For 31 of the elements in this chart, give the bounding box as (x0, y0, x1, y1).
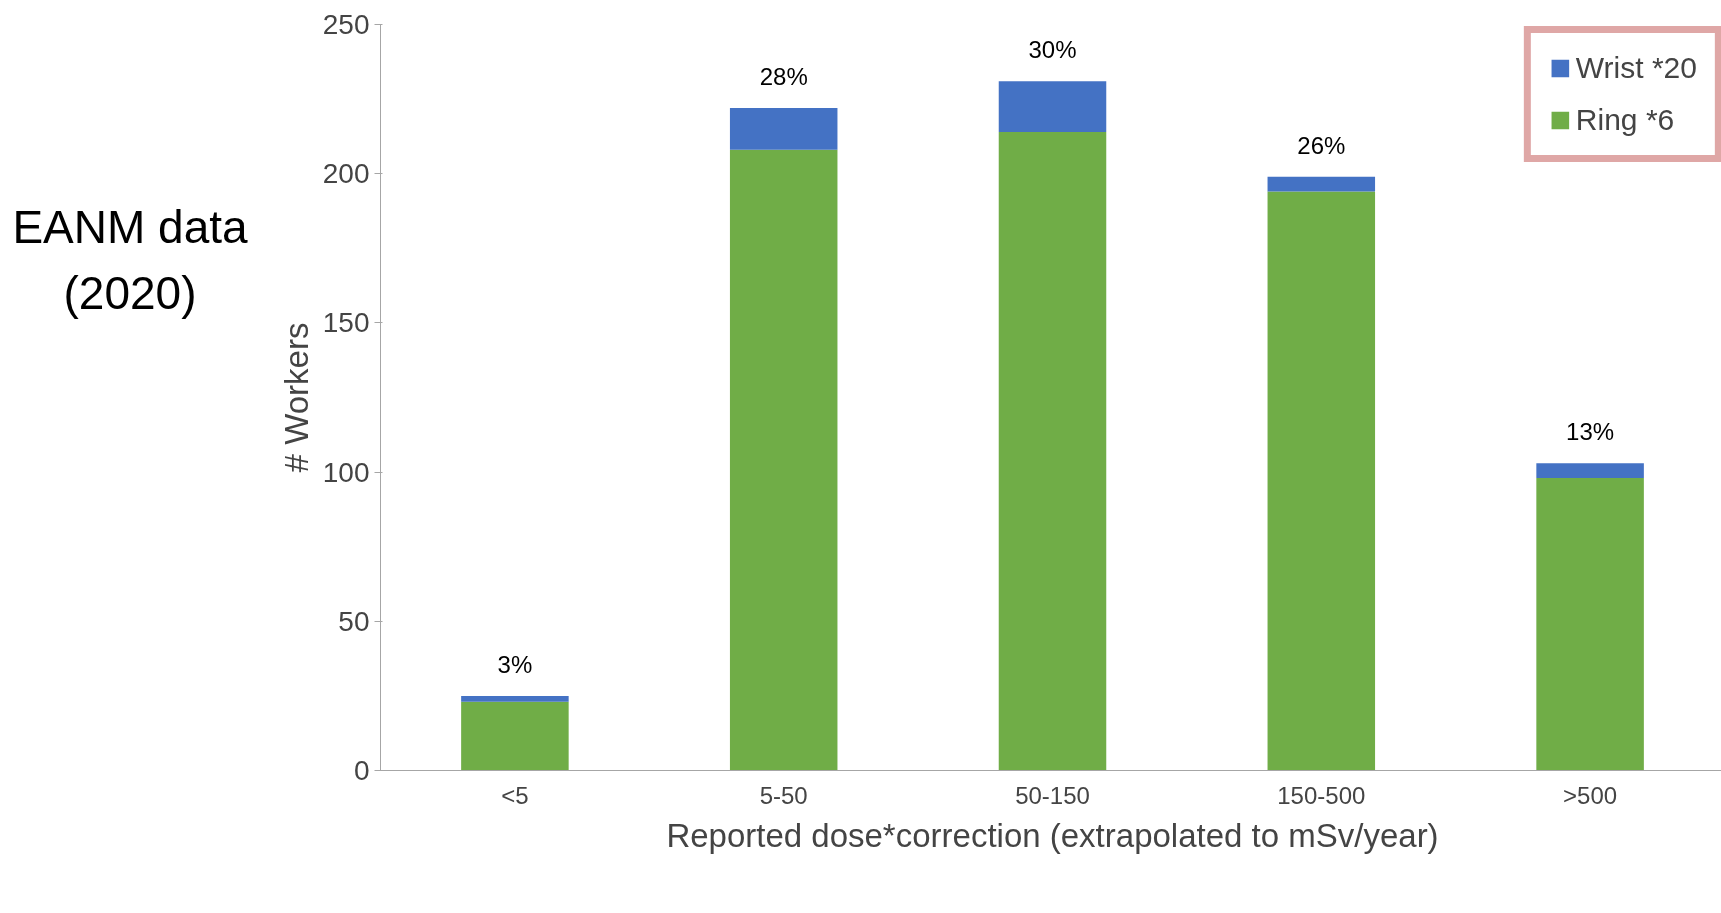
y-tick-label: 150 (322, 307, 370, 339)
x-tick-label: 50-150 (1015, 781, 1090, 809)
y-tick-label: 250 (322, 9, 370, 40)
bar (998, 81, 1107, 132)
annotation: 30% (1028, 36, 1077, 64)
legend-label: Wrist *20 (1575, 51, 1697, 85)
bar (1267, 191, 1376, 771)
x-axis-title: Reported dose*correction (extrapolated to mSv/year) (666, 816, 1439, 854)
legend-label: Ring *6 (1575, 103, 1675, 137)
x-tick-label: <5 (501, 781, 529, 809)
bar (998, 131, 1107, 771)
y-tick-label: 100 (322, 456, 370, 488)
bar (1536, 463, 1644, 479)
annotation: 3% (497, 650, 533, 678)
annotation: 28% (759, 63, 808, 91)
annotation: 26% (1297, 131, 1346, 159)
x-tick-label: 150-500 (1277, 781, 1366, 809)
bar (461, 701, 569, 771)
annotation: 13% (1566, 418, 1615, 446)
bar (729, 108, 838, 150)
y-tick-label: 0 (353, 755, 370, 786)
y-tick-label: 50 (338, 605, 370, 637)
bar (461, 695, 569, 702)
y-tick-label: 200 (322, 158, 370, 190)
bar (1267, 176, 1376, 192)
text: EANM data (2020) (11, 200, 249, 321)
y-axis-title: # Workers (277, 322, 315, 473)
bar (729, 149, 838, 771)
x-tick-label: >500 (1563, 781, 1618, 809)
x-tick-label: 5-50 (759, 781, 808, 809)
bar (1536, 478, 1644, 771)
